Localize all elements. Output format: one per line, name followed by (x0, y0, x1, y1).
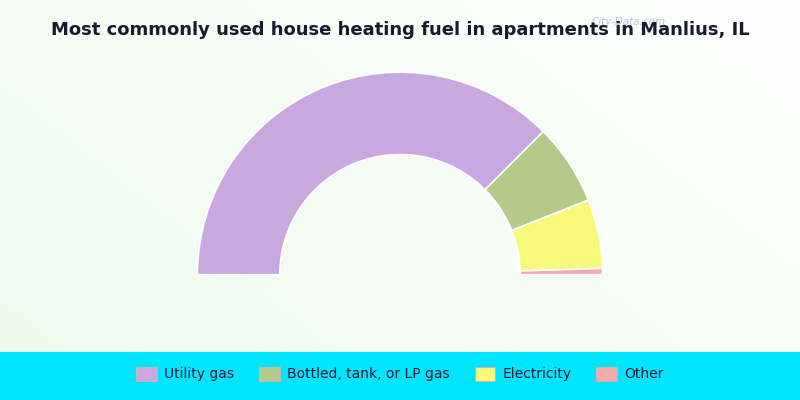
Wedge shape (512, 200, 602, 271)
Text: City-Data.com: City-Data.com (592, 17, 666, 27)
Wedge shape (485, 132, 588, 230)
Wedge shape (198, 72, 543, 275)
Text: Most commonly used house heating fuel in apartments in Manlius, IL: Most commonly used house heating fuel in… (50, 21, 750, 39)
Legend: Utility gas, Bottled, tank, or LP gas, Electricity, Other: Utility gas, Bottled, tank, or LP gas, E… (136, 366, 664, 382)
Wedge shape (520, 268, 602, 275)
